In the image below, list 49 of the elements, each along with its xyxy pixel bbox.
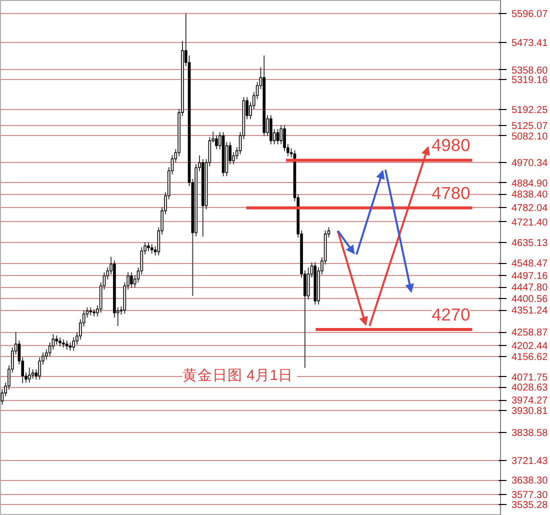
- candlestick: [28, 367, 31, 384]
- y-tick-label: 4721.40: [512, 217, 548, 228]
- y-tick-label: 4156.62: [512, 352, 548, 364]
- y-tick-label: 4400.56: [512, 294, 548, 305]
- y-tick-label: 4970.34: [512, 158, 548, 170]
- y-tick-label: 4028.63: [512, 382, 548, 394]
- y-tick-label: 4635.13: [512, 238, 548, 249]
- y-tick-label: 3638.30: [512, 476, 548, 487]
- text: 黄金日图 4月1日: [182, 367, 293, 384]
- y-tick-label: 3930.81: [512, 406, 548, 417]
- y-tick-label: 4202.44: [512, 341, 548, 352]
- candlestick: [58, 336, 62, 347]
- y-tick-label: 4497.16: [512, 270, 548, 282]
- y-tick-label: 5358.60: [512, 65, 548, 76]
- candlestick: [150, 244, 154, 254]
- ref-line-label: 4270: [432, 304, 470, 325]
- y-tick-label: 5192.25: [512, 105, 548, 116]
- candlestick: [130, 272, 133, 288]
- y-tick-label: 4782.04: [512, 202, 548, 214]
- ref-line-label: 4780: [432, 182, 470, 203]
- candlestick: [65, 340, 68, 350]
- y-tick-label: 4838.40: [512, 190, 548, 201]
- y-tick-label: 5319.16: [512, 74, 548, 86]
- y-tick-label: 4884.90: [512, 178, 548, 190]
- y-tick-label: 3535.28: [512, 500, 548, 512]
- y-tick-label: 4447.80: [512, 282, 548, 294]
- candlestick: [269, 114, 272, 145]
- candlestick: [280, 124, 283, 145]
- y-tick-label: 5125.07: [512, 121, 548, 132]
- candlestick: [31, 368, 34, 380]
- y-tick-label: 4258.87: [512, 328, 548, 339]
- candlestick: [72, 336, 76, 352]
- y-tick-label: 5596.07: [512, 8, 548, 20]
- y-tick-label: 3974.27: [512, 396, 548, 407]
- y-tick-label: 3838.58: [512, 428, 548, 439]
- y-tick-label: 4351.24: [512, 306, 548, 317]
- y-tick-label: 4548.47: [512, 258, 548, 270]
- candlestick: [38, 356, 42, 380]
- ref-line-label: 4980: [432, 135, 470, 156]
- y-tick-label: 5082.10: [512, 131, 548, 142]
- candlestick: [147, 242, 150, 252]
- candlestick: [276, 128, 280, 145]
- y-tick-label: 3577.30: [512, 490, 548, 502]
- candlestick: [55, 334, 58, 346]
- y-tick-label: 4071.75: [512, 372, 548, 384]
- candlestick: [215, 134, 218, 150]
- y-tick-label: 3721.43: [512, 456, 548, 467]
- candlestick: [283, 124, 286, 152]
- y-tick-label: 5473.41: [512, 38, 548, 50]
